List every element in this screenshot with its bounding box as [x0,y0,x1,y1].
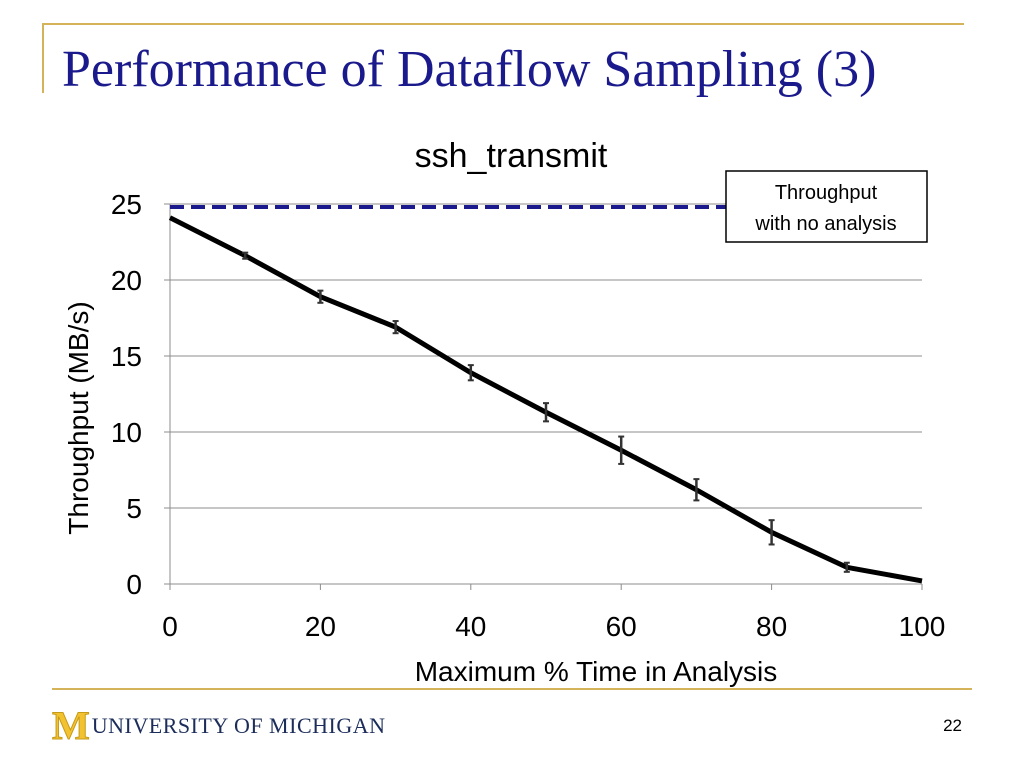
y-tick-label: 10 [111,417,142,448]
x-tick-label: 40 [455,611,486,642]
title-top-rule [42,23,964,25]
slide-title: Performance of Dataflow Sampling (3) [62,41,877,98]
grid-lines [170,203,922,509]
page-number: 22 [943,716,962,735]
annotation-box [725,170,928,243]
x-tick-label: 60 [606,611,637,642]
annotation-text-line2: with no analysis [754,213,896,235]
x-tick-label: 80 [756,611,787,642]
x-tick-label: 0 [162,611,178,642]
x-tick-label: 20 [305,611,336,642]
series-layer [168,215,923,584]
no-analysis-annotation: Throughput with no analysis [725,170,928,243]
y-axis-label: Throughput (MB/s) [63,301,94,534]
y-tick-label: 20 [111,265,142,296]
footer-rule [52,688,972,690]
y-tick-label: 25 [111,189,142,220]
x-axis-label: Maximum % Time in Analysis [415,656,778,687]
logo-block-m: M [52,703,91,748]
tick-labels: 0 5 10 15 20 25 0 20 40 60 80 100 [111,189,946,642]
axes [164,203,923,590]
chart-title: ssh_transmit [415,137,608,175]
y-tick-label: 5 [126,493,142,524]
y-tick-label: 15 [111,341,142,372]
error-bars [242,251,850,573]
university-logo: M UNIVERSITY OF MICHIGAN [52,703,386,748]
title-left-rule [42,23,44,93]
y-tick-label: 0 [126,569,142,600]
logo-wordmark: UNIVERSITY OF MICHIGAN [91,713,386,738]
annotation-text-line1: Throughput [775,182,878,204]
throughput-series-line [168,215,923,584]
throughput-chart: 0 5 10 15 20 25 0 20 40 60 80 100 ssh_transmit Maxi… [63,137,946,687]
x-tick-label: 100 [899,611,946,642]
